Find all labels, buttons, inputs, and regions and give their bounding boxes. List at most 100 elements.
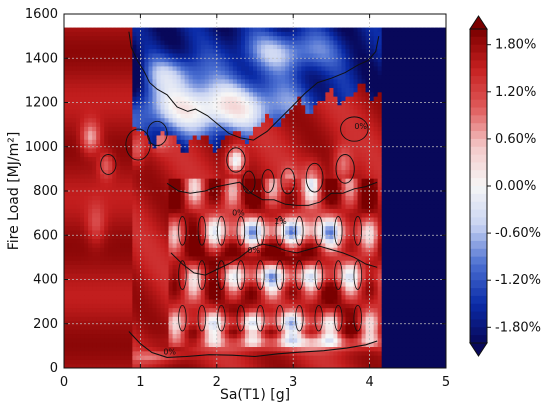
heatmap-cell bbox=[132, 216, 137, 222]
heatmap-cell bbox=[112, 247, 117, 253]
heatmap-cell bbox=[148, 173, 154, 179]
heatmap-cell bbox=[120, 251, 125, 257]
heatmap-cell bbox=[192, 229, 198, 235]
heatmap-cell bbox=[168, 277, 174, 283]
heatmap-cell bbox=[144, 152, 150, 158]
heatmap-cell bbox=[265, 359, 270, 365]
heatmap-cell bbox=[144, 182, 150, 188]
heatmap-cell bbox=[204, 199, 210, 205]
heatmap-cell bbox=[333, 156, 339, 162]
heatmap-cell bbox=[92, 255, 97, 261]
heatmap-cell bbox=[112, 255, 117, 261]
heatmap-cell bbox=[273, 316, 278, 322]
heatmap-cell bbox=[244, 298, 250, 304]
heatmap-cell bbox=[337, 143, 343, 149]
heatmap-cell bbox=[309, 307, 314, 313]
heatmap-cell bbox=[160, 350, 166, 356]
heatmap-cell bbox=[277, 311, 282, 317]
heatmap-cell bbox=[164, 195, 170, 201]
heatmap-cell bbox=[76, 251, 81, 257]
heatmap-cell bbox=[309, 285, 314, 291]
heatmap-cell bbox=[369, 255, 375, 261]
heatmap-cell bbox=[172, 152, 178, 158]
heatmap-cell bbox=[216, 195, 222, 201]
heatmap-cell bbox=[164, 333, 170, 339]
heatmap-cell bbox=[148, 363, 154, 368]
heatmap-cell bbox=[184, 303, 190, 309]
heatmap-cell bbox=[192, 165, 198, 171]
heatmap-cell bbox=[345, 212, 351, 218]
heatmap-cell bbox=[309, 277, 314, 283]
heatmap-cell bbox=[136, 203, 141, 209]
heatmap-cell bbox=[381, 355, 387, 360]
heatmap-cell bbox=[176, 329, 182, 335]
heatmap-cell bbox=[357, 169, 363, 175]
heatmap-cell bbox=[112, 264, 117, 270]
heatmap-cell bbox=[317, 285, 322, 291]
heatmap-cell bbox=[100, 333, 105, 339]
heatmap-cell bbox=[152, 342, 158, 348]
heatmap-cell bbox=[152, 281, 158, 287]
heatmap-cell bbox=[228, 316, 234, 322]
heatmap-cell bbox=[309, 225, 314, 231]
heatmap-cell bbox=[84, 298, 89, 304]
heatmap-cell bbox=[236, 242, 242, 248]
heatmap-cell bbox=[192, 195, 198, 201]
heatmap-cell bbox=[345, 169, 351, 175]
heatmap-cell bbox=[88, 221, 93, 227]
heatmap-cell bbox=[429, 294, 435, 300]
heatmap-cell bbox=[301, 268, 306, 274]
heatmap-cell bbox=[232, 199, 238, 205]
heatmap-cell bbox=[293, 195, 298, 201]
heatmap-cell bbox=[397, 281, 403, 287]
heatmap-cell bbox=[216, 178, 222, 183]
heatmap-cell bbox=[317, 298, 322, 304]
heatmap-cell bbox=[132, 208, 137, 214]
heatmap-cell bbox=[361, 320, 367, 326]
heatmap-cell bbox=[144, 208, 150, 214]
heatmap-cell bbox=[365, 238, 371, 244]
heatmap-cell bbox=[401, 169, 407, 175]
heatmap-cell bbox=[429, 152, 435, 158]
heatmap-cell bbox=[365, 147, 371, 153]
heatmap-cell bbox=[124, 186, 129, 192]
heatmap-cell bbox=[84, 307, 89, 313]
heatmap-cell bbox=[112, 260, 117, 265]
heatmap-cell bbox=[301, 229, 306, 235]
heatmap-cell bbox=[301, 290, 306, 296]
heatmap-cell bbox=[80, 221, 85, 227]
heatmap-cell bbox=[317, 355, 322, 360]
heatmap-cell bbox=[68, 359, 73, 365]
heatmap-cell bbox=[333, 229, 339, 235]
heatmap-cell bbox=[329, 260, 335, 265]
heatmap-cell bbox=[385, 152, 391, 158]
heatmap-cell bbox=[212, 307, 218, 313]
heatmap-cell bbox=[437, 324, 443, 330]
heatmap-cell bbox=[345, 182, 351, 188]
heatmap-cell bbox=[317, 212, 322, 218]
heatmap-cell bbox=[156, 251, 162, 257]
heatmap-cell bbox=[148, 311, 154, 317]
heatmap-cell bbox=[277, 290, 282, 296]
heatmap-cell bbox=[96, 242, 101, 248]
heatmap-cell bbox=[345, 255, 351, 261]
heatmap-cell bbox=[317, 363, 322, 368]
heatmap-cell bbox=[389, 307, 395, 313]
heatmap-cell bbox=[321, 268, 326, 274]
heatmap-cell bbox=[204, 333, 210, 339]
heatmap-cell bbox=[353, 363, 359, 368]
heatmap-cell bbox=[236, 178, 242, 183]
heatmap-cell bbox=[317, 273, 322, 278]
heatmap-cell bbox=[136, 307, 141, 313]
heatmap-cell bbox=[369, 199, 375, 205]
heatmap-cell bbox=[325, 156, 330, 162]
heatmap-cell bbox=[240, 203, 246, 209]
heatmap-cell bbox=[437, 143, 443, 149]
heatmap-cell bbox=[168, 337, 174, 343]
heatmap-cell bbox=[176, 303, 182, 309]
heatmap-cell bbox=[381, 156, 387, 162]
heatmap-cell bbox=[381, 350, 387, 356]
heatmap-cell bbox=[232, 208, 238, 214]
heatmap-cell bbox=[321, 281, 326, 287]
heatmap-cell bbox=[164, 363, 170, 368]
